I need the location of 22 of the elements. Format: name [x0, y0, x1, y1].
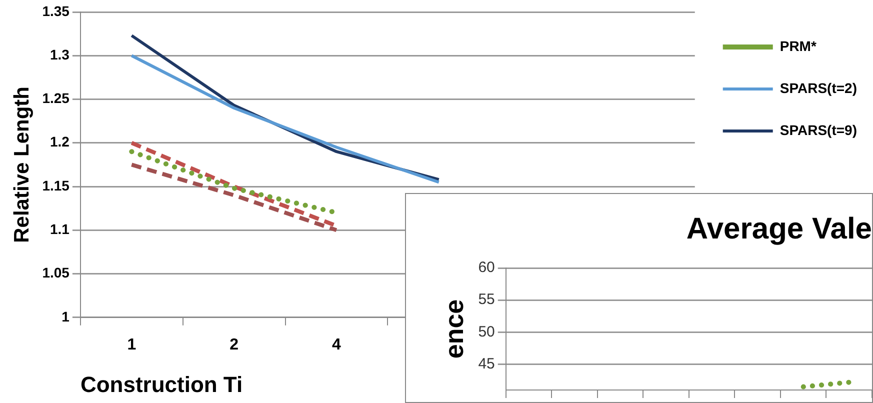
y-tick-label: 1.25 [42, 90, 70, 106]
y-axis-title: Relative Length [10, 86, 34, 243]
y-tick-label: 45 [478, 355, 495, 372]
y-tick-label: 50 [478, 323, 495, 340]
legend-label: SPARS(t=2) [780, 80, 858, 96]
y-tick-label: 1.3 [50, 46, 70, 62]
y-tick-label: 60 [478, 259, 495, 276]
y-tick-label: 1.35 [42, 2, 70, 19]
x-axis-title: Construction Ti [80, 372, 243, 397]
y-tick-label: 1.15 [42, 177, 70, 194]
legend-label: SPARS(t=9) [780, 122, 858, 138]
y-tick-label: 55 [478, 291, 495, 308]
y-axis-title: ence [438, 299, 469, 359]
x-tick-label: 4 [332, 336, 341, 354]
x-tick-label: 1 [127, 336, 136, 354]
legend-label: PRM* [780, 38, 817, 54]
y-tick-label: 1 [62, 308, 70, 324]
y-tick-label: 1.05 [42, 264, 70, 281]
x-tick-label: 2 [230, 336, 239, 354]
y-tick-label: 1.2 [50, 134, 70, 150]
chart-title: Average Vale [686, 212, 872, 246]
y-tick-label: 1.1 [50, 221, 70, 237]
